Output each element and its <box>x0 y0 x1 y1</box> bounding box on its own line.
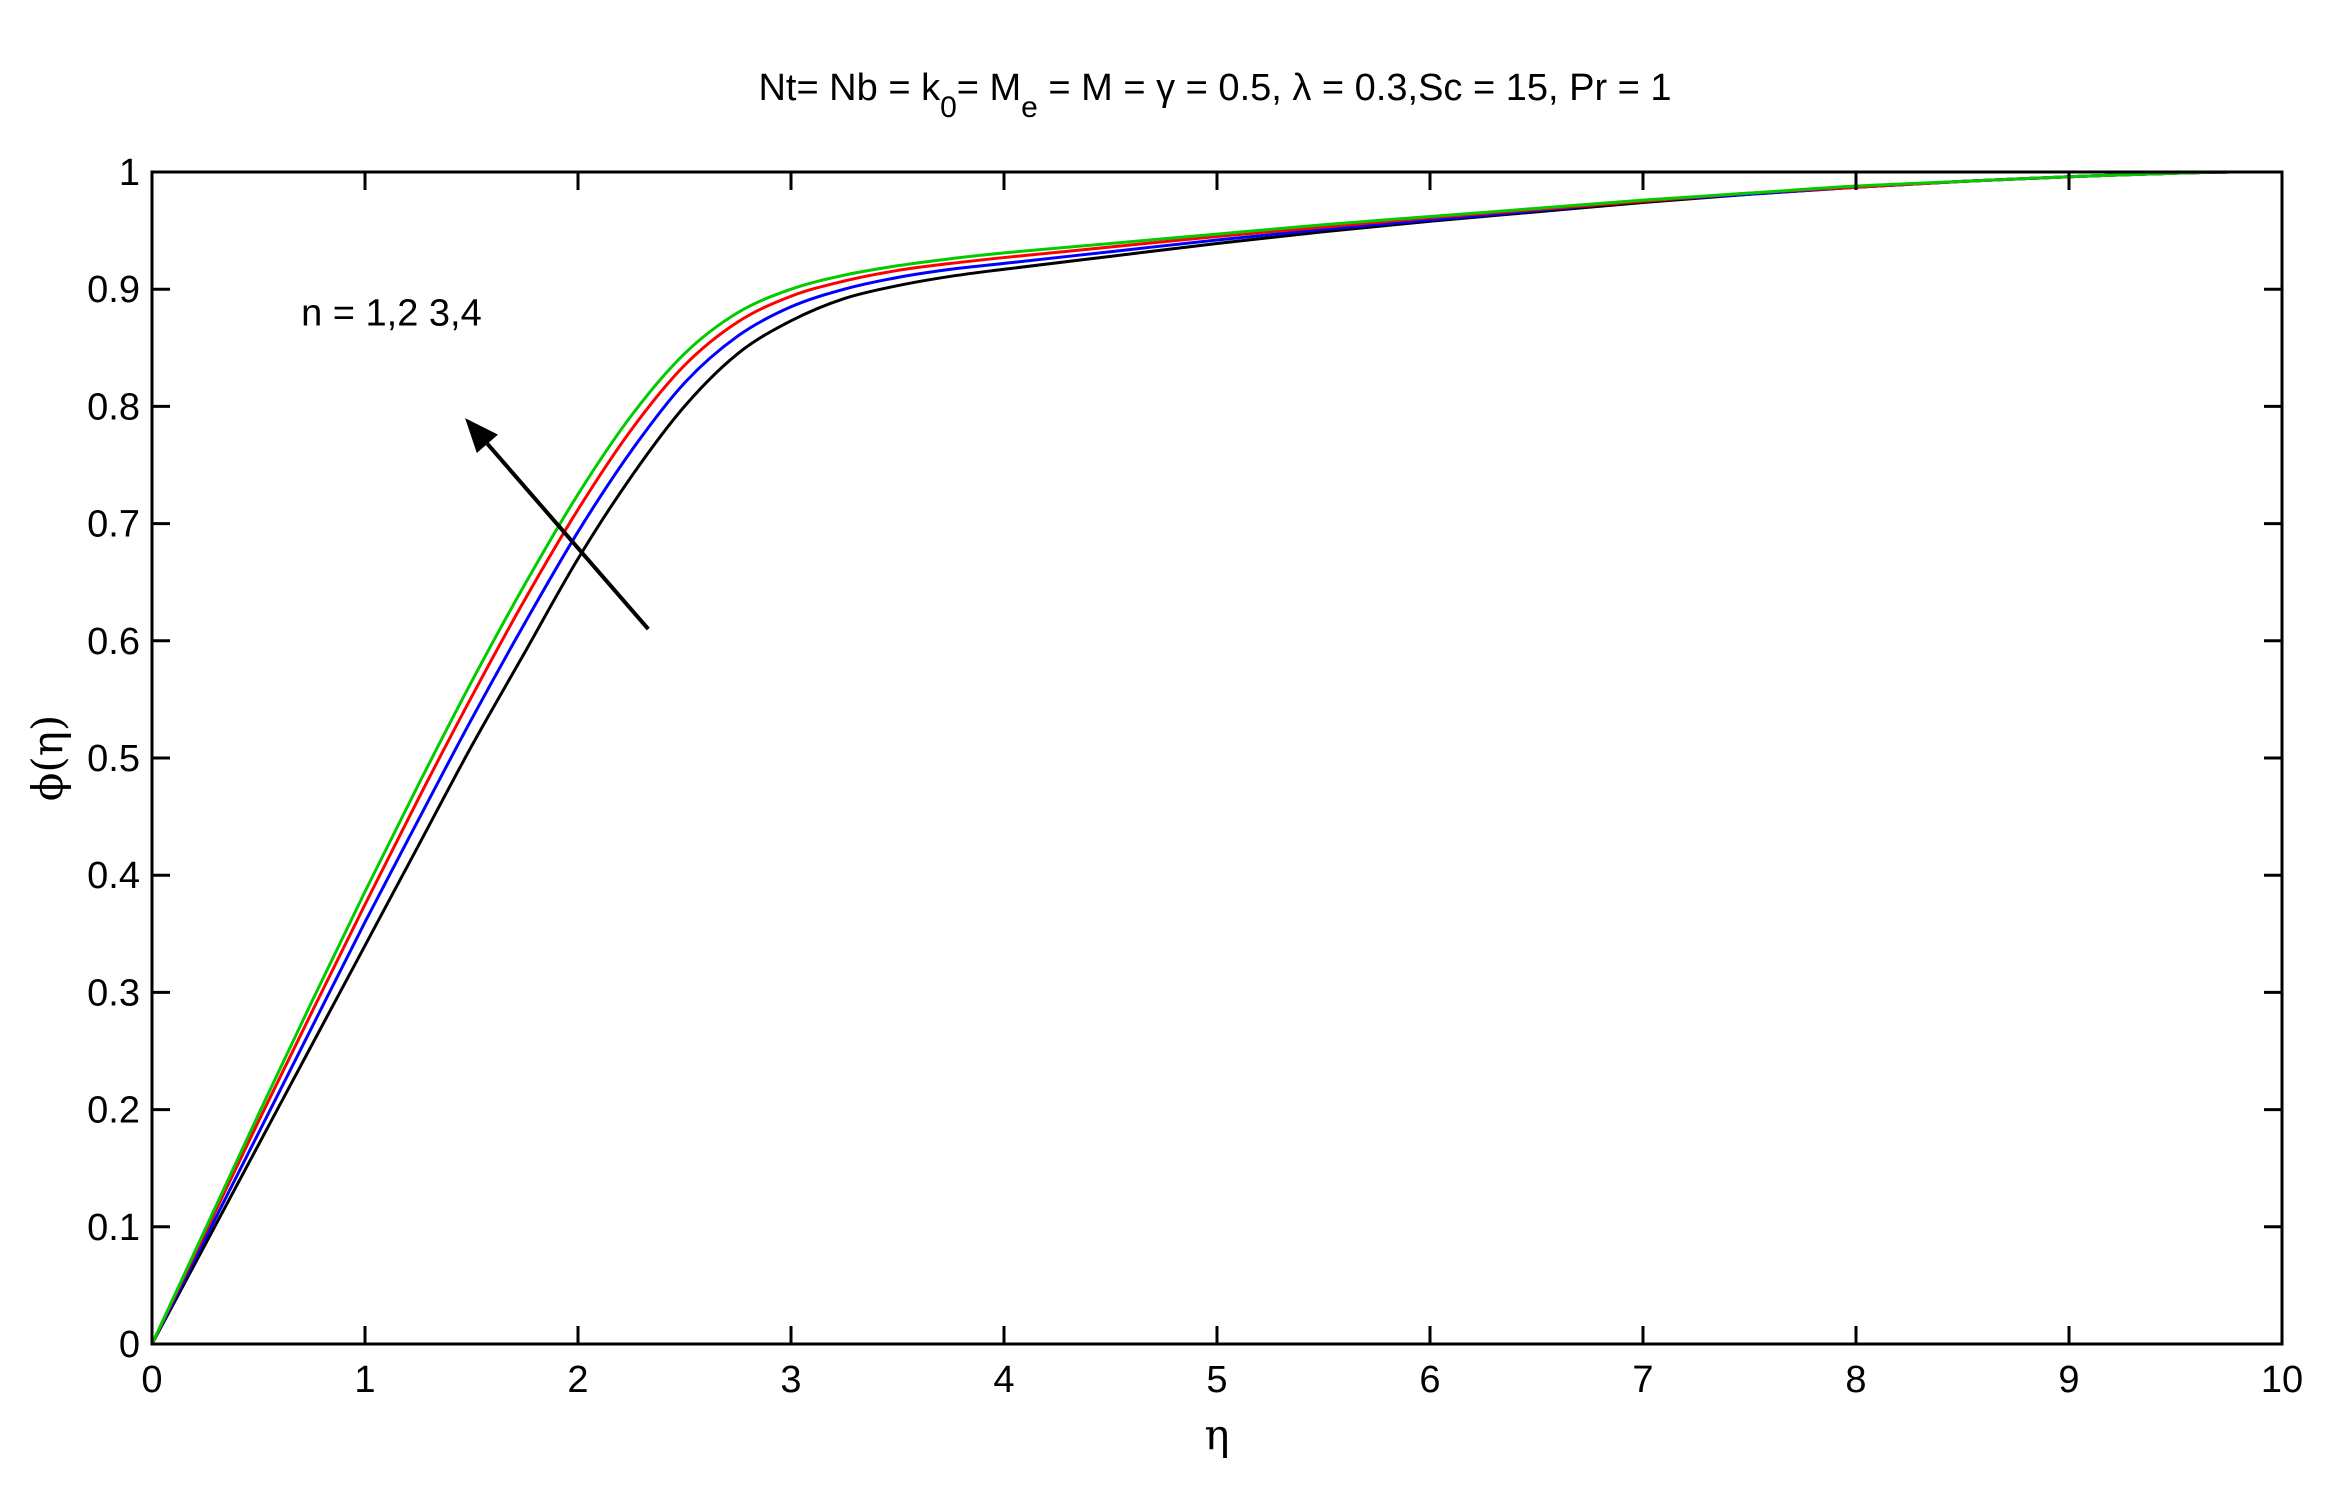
y-tick-label: 0.2 <box>87 1090 140 1132</box>
y-tick-label: 0.3 <box>87 972 140 1014</box>
x-axis-ticks: 0 1 2 3 4 5 6 7 8 9 10 <box>141 172 2303 1401</box>
x-tick-label: 0 <box>141 1359 162 1401</box>
x-tick-label: 3 <box>780 1359 801 1401</box>
y-tick-label: 0.7 <box>87 504 140 546</box>
x-tick-label: 4 <box>993 1359 1014 1401</box>
x-tick-label: 7 <box>1632 1359 1653 1401</box>
x-tick-label: 6 <box>1419 1359 1440 1401</box>
y-tick-label: 0.9 <box>87 269 140 311</box>
x-tick-label: 8 <box>1845 1359 1866 1401</box>
x-tick-label: 2 <box>567 1359 588 1401</box>
x-tick-label: 5 <box>1206 1359 1227 1401</box>
y-tick-label: 1 <box>119 152 140 194</box>
y-axis-label: ϕ(η) <box>23 715 72 802</box>
chart-title: Nt= Nb = k0= Me = M = γ = 0.5, λ = 0.3,S… <box>758 67 1671 124</box>
series-line-4 <box>150 170 2229 1345</box>
series-lines <box>150 170 2229 1345</box>
y-tick-label: 0.8 <box>87 386 140 428</box>
annotation-label: n = 1,2 3,4 <box>301 293 482 335</box>
y-tick-label: 0.4 <box>87 855 140 897</box>
y-tick-label: 0.5 <box>87 738 140 780</box>
x-tick-label: 1 <box>354 1359 375 1401</box>
chart-title-subscript: e <box>1021 91 1038 124</box>
y-tick-label: 0.1 <box>87 1207 140 1249</box>
x-tick-label: 9 <box>2058 1359 2079 1401</box>
chart-title-subscript: 0 <box>940 91 957 124</box>
y-tick-label: 0.6 <box>87 621 140 663</box>
annotation-arrow <box>485 442 650 631</box>
chart-title-part: = M <box>957 67 1021 109</box>
x-tick-label: 10 <box>2261 1359 2303 1401</box>
x-axis-label: η <box>1204 1410 1229 1459</box>
y-axis-ticks: 0 0.1 0.2 0.3 0.4 0.5 0.6 0.7 0.8 0.9 1 <box>87 152 2282 1366</box>
annotation-arrowhead <box>465 418 498 453</box>
chart-title-part: = M = γ = 0.5, λ = 0.3,Sc = 15, Pr = 1 <box>1038 67 1672 109</box>
y-tick-label: 0 <box>119 1324 140 1366</box>
annotation: n = 1,2 3,4 <box>301 293 650 631</box>
chart-title-part: Nt= Nb = k <box>758 67 941 109</box>
